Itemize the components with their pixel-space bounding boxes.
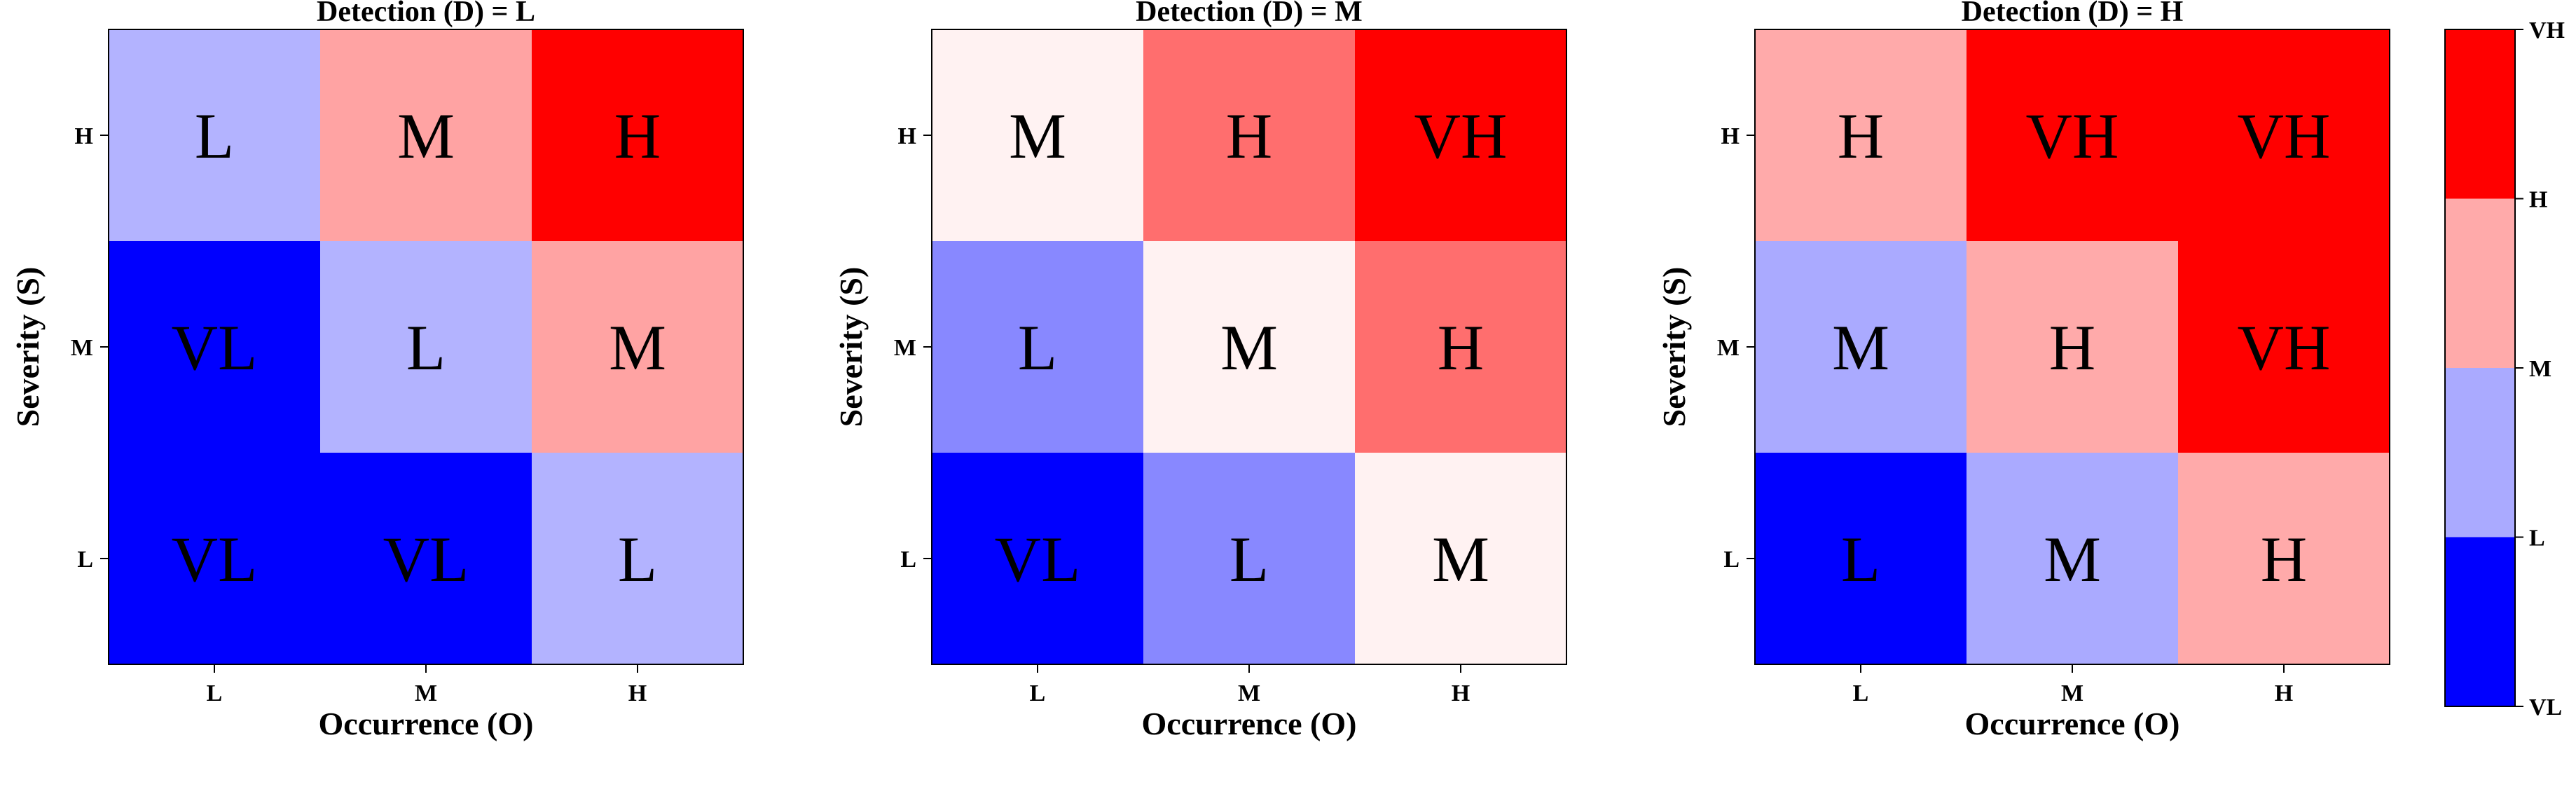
cell-label: M — [2044, 523, 2101, 595]
heatmap-cell — [1755, 29, 1967, 241]
colorbar-tick-label: H — [2529, 187, 2547, 213]
cell-label: L — [195, 100, 234, 172]
heatmap-cell — [1143, 453, 1355, 664]
heatmap-cell — [2178, 29, 2390, 241]
cell-label: M — [1220, 312, 1278, 383]
y-axis-label: Severity (S) — [1656, 267, 1692, 427]
y-tick-label: H — [898, 123, 916, 149]
cell-label: L — [1018, 312, 1057, 383]
colorbar-tick-label: M — [2529, 356, 2551, 382]
heatmap-cell — [109, 241, 320, 453]
heatmap-cell — [1755, 453, 1967, 664]
cell-label: H — [614, 100, 661, 172]
colorbar-segment — [2445, 537, 2515, 706]
cell-label: VH — [1414, 100, 1508, 172]
colorbar-tick-label: L — [2529, 526, 2545, 552]
x-tick-label: M — [2061, 680, 2083, 706]
cell-label: VL — [383, 523, 469, 595]
y-axis-label: Severity (S) — [10, 267, 46, 427]
colorbar-tick-label: VH — [2529, 18, 2565, 43]
cell-label: M — [609, 312, 666, 383]
y-tick-label: L — [900, 547, 916, 573]
heatmap-cell — [932, 241, 1143, 453]
heatmap-cell — [320, 241, 532, 453]
colorbar-segment — [2445, 29, 2515, 199]
cell-label: M — [397, 100, 455, 172]
heatmap-cell — [932, 453, 1143, 664]
x-tick-label: H — [628, 680, 647, 706]
colorbar-segment — [2445, 368, 2515, 537]
cell-label: H — [2261, 523, 2307, 595]
y-tick-label: L — [1723, 547, 1740, 573]
heatmap-cell — [932, 29, 1143, 241]
heatmap-cell — [1967, 241, 2178, 453]
cell-label: L — [1841, 523, 1880, 595]
heatmap-cell — [532, 241, 743, 453]
heatmap-cell — [1967, 29, 2178, 241]
heatmap-cell — [1355, 241, 1566, 453]
cell-label: VL — [172, 523, 258, 595]
cell-label: VL — [995, 523, 1081, 595]
heatmap-cell — [532, 453, 743, 664]
cell-label: M — [1432, 523, 1489, 595]
colorbar-segment — [2445, 198, 2515, 368]
y-tick-label: L — [77, 547, 93, 573]
cell-label: M — [1832, 312, 1889, 383]
cell-label: VH — [2026, 100, 2119, 172]
heatmap-cell — [1355, 29, 1566, 241]
y-tick-label: H — [1721, 123, 1740, 149]
cell-label: L — [1230, 523, 1269, 595]
cell-label: VH — [2238, 100, 2331, 172]
y-tick-label: M — [1717, 335, 1740, 361]
heatmap-cell — [109, 453, 320, 664]
heatmap-cell — [1143, 241, 1355, 453]
cell-label: L — [406, 312, 446, 383]
cell-label: H — [1226, 100, 1272, 172]
heatmap-cell — [320, 453, 532, 664]
cell-label: H — [2049, 312, 2095, 383]
heatmap-cell — [532, 29, 743, 241]
x-tick-label: L — [1853, 680, 1869, 706]
heatmap-cell — [2178, 453, 2390, 664]
chart-title: Detection (D) = H — [1962, 0, 2184, 28]
chart-title: Detection (D) = M — [1136, 0, 1363, 28]
x-axis-label: Occurrence (O) — [319, 706, 534, 741]
heatmap-cell — [1755, 241, 1967, 453]
y-tick-label: M — [894, 335, 916, 361]
heatmap-cell — [2178, 241, 2390, 453]
heatmap-cell — [320, 29, 532, 241]
heatmap-cell — [109, 29, 320, 241]
cell-label: VH — [2238, 312, 2331, 383]
y-axis-label: Severity (S) — [833, 267, 869, 427]
heatmap-cell — [1143, 29, 1355, 241]
x-tick-label: H — [2275, 680, 2293, 706]
heatmap-cell — [1967, 453, 2178, 664]
colorbar-tick-label: VL — [2529, 694, 2562, 720]
cell-label: H — [1838, 100, 1884, 172]
x-tick-label: H — [1452, 680, 1470, 706]
heatmap-cell — [1355, 453, 1566, 664]
y-tick-label: M — [71, 335, 93, 361]
cell-label: H — [1438, 312, 1484, 383]
y-tick-label: H — [75, 123, 93, 149]
x-tick-label: L — [207, 680, 223, 706]
cell-label: M — [1009, 100, 1066, 172]
x-tick-label: L — [1030, 680, 1046, 706]
x-axis-label: Occurrence (O) — [1142, 706, 1357, 741]
x-tick-label: M — [1238, 680, 1260, 706]
x-axis-label: Occurrence (O) — [1965, 706, 2180, 741]
cell-label: VL — [172, 312, 258, 383]
cell-label: L — [618, 523, 657, 595]
x-tick-label: M — [415, 680, 437, 706]
chart-title: Detection (D) = L — [317, 0, 535, 28]
